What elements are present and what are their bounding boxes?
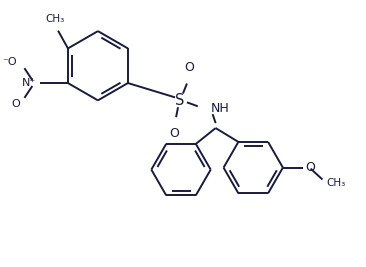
Text: CH₃: CH₃ [326,178,346,189]
Text: O: O [169,127,179,140]
Text: O: O [184,61,194,74]
Text: N⁺: N⁺ [22,78,36,88]
Text: S: S [175,93,185,108]
Text: O: O [306,161,315,174]
Text: ⁻O: ⁻O [2,57,16,67]
Text: NH: NH [211,102,229,115]
Text: O: O [12,99,20,109]
Text: CH₃: CH₃ [45,14,65,24]
